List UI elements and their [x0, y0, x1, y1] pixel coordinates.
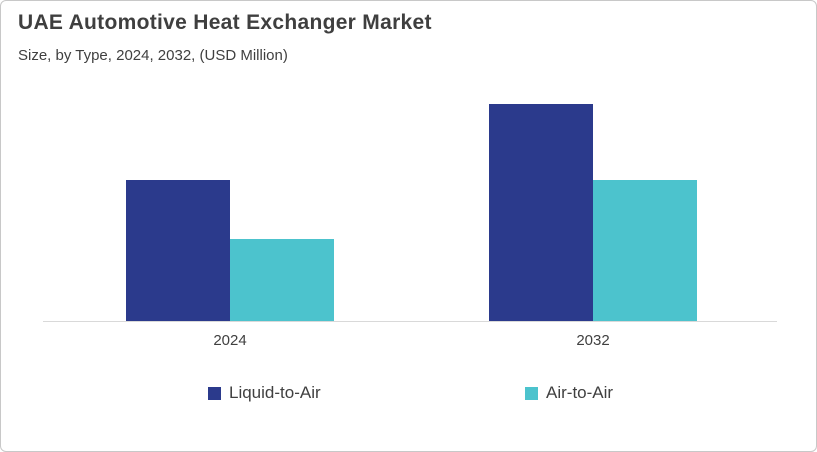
chart-title: UAE Automotive Heat Exchanger Market: [18, 11, 432, 34]
bar-liquid-to-air-2032: [489, 104, 593, 321]
legend-item-air-to-air: Air-to-Air: [525, 383, 613, 403]
x-axis-label-2024: 2024: [213, 332, 247, 349]
plot-area: [43, 81, 777, 322]
bar-air-to-air-2032: [593, 180, 697, 321]
chart-subtitle: Size, by Type, 2024, 2032, (USD Million): [18, 47, 288, 64]
legend-label-liquid-to-air: Liquid-to-Air: [229, 383, 321, 402]
legend-swatch-liquid-to-air: [208, 386, 221, 400]
legend-swatch-air-to-air: [525, 386, 538, 400]
legend-label-air-to-air: Air-to-Air: [546, 383, 614, 402]
bar-group-2024: [126, 180, 334, 321]
bar-liquid-to-air-2024: [126, 180, 230, 321]
bar-air-to-air-2024: [230, 239, 334, 321]
legend-item-liquid-to-air: Liquid-to-Air: [208, 383, 321, 403]
bar-group-2032: [489, 104, 697, 321]
x-axis-label-2032: 2032: [576, 332, 610, 349]
